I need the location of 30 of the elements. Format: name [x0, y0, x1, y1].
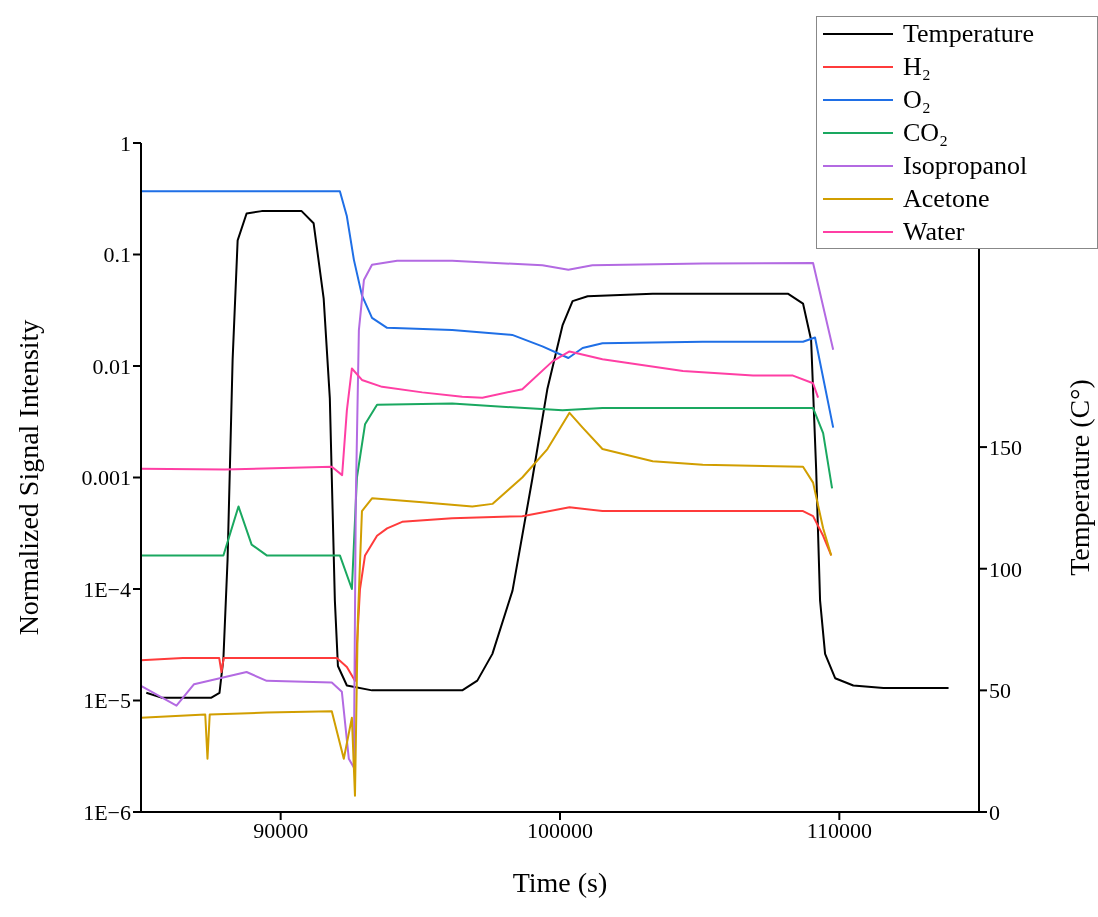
y2-tick-label: 0 [989, 799, 1000, 825]
legend-label: CO₂ [903, 117, 949, 149]
y-tick-label: 0.001 [81, 465, 131, 491]
legend-label: O₂ [903, 84, 931, 116]
x-tick-label: 110000 [806, 817, 872, 843]
legend-label: Water [903, 216, 965, 248]
legend-label: Isopropanol [903, 150, 1028, 182]
line-series [141, 190, 835, 429]
legend-label: Acetone [903, 183, 990, 215]
y-axis-title: Normalized Signal Intensity [12, 319, 44, 636]
y2-tick-label: 100 [989, 556, 1022, 582]
y-tick-label: 0.1 [103, 242, 131, 268]
line-series [141, 506, 833, 682]
x-axis-title: Time (s) [512, 867, 608, 898]
x-tick-label: 100000 [527, 817, 593, 843]
line-series [141, 259, 835, 769]
y-tick-label: 1E−4 [83, 576, 131, 602]
line-series [141, 350, 820, 477]
y-tick-label: 1 [120, 130, 131, 156]
y-tick-label: 1E−5 [83, 688, 131, 714]
line-series [141, 411, 833, 797]
legend-label: H₂ [903, 51, 931, 83]
line-series [141, 402, 834, 590]
y2-axis-title: Temperature (C°) [1063, 379, 1095, 576]
x-tick-label: 90000 [253, 817, 309, 843]
y-tick-label: 1E−6 [83, 799, 131, 825]
y-tick-label: 0.01 [92, 353, 131, 379]
y2-tick-label: 50 [989, 678, 1011, 704]
y2-tick-label: 150 [989, 434, 1022, 460]
legend-label: Temperature [903, 18, 1034, 50]
